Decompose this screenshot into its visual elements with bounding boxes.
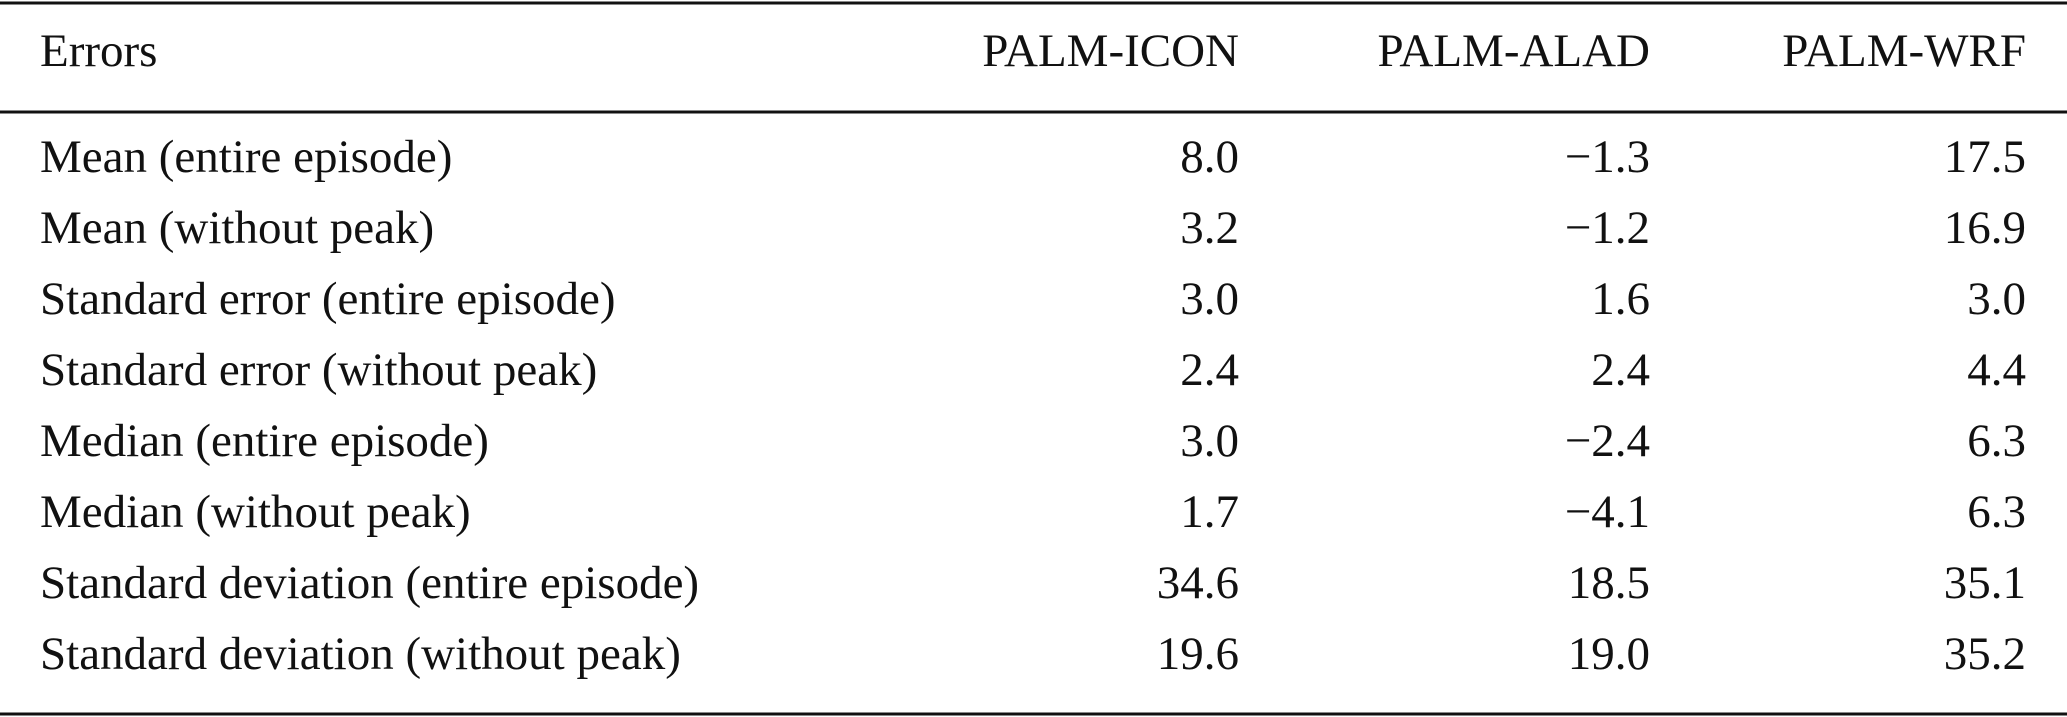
cell: 2.4 <box>1591 344 1650 396</box>
header-cell: PALM-ICON <box>982 25 1239 77</box>
row-label: Median (without peak) <box>40 486 471 538</box>
cell: 35.2 <box>1944 628 2026 680</box>
cell: −4.1 <box>1565 486 1650 538</box>
cell: 4.4 <box>1967 344 2026 396</box>
cell: 19.6 <box>1157 628 1239 680</box>
cell: 17.5 <box>1944 131 2026 183</box>
header-cell: PALM-WRF <box>1782 25 2026 77</box>
cell: 34.6 <box>1157 557 1239 609</box>
cell: −1.2 <box>1565 202 1650 254</box>
cell: 35.1 <box>1944 557 2026 609</box>
cell: 8.0 <box>1180 131 1239 183</box>
cell: 3.0 <box>1180 415 1239 467</box>
cell: 19.0 <box>1568 628 1650 680</box>
cell: 3.2 <box>1180 202 1239 254</box>
cell: 6.3 <box>1967 486 2026 538</box>
cell: 1.7 <box>1180 486 1239 538</box>
row-label: Standard error (without peak) <box>40 344 597 396</box>
row-label: Standard error (entire episode) <box>40 273 616 325</box>
cell: 6.3 <box>1967 415 2026 467</box>
cell: 1.6 <box>1591 273 1650 325</box>
row-label: Standard deviation (entire episode) <box>40 557 699 609</box>
header-cell: Errors <box>40 25 157 77</box>
row-label: Mean (entire episode) <box>40 131 452 183</box>
cell: −2.4 <box>1565 415 1650 467</box>
row-label: Standard deviation (without peak) <box>40 628 681 680</box>
cell: 3.0 <box>1967 273 2026 325</box>
cell: −1.3 <box>1565 131 1650 183</box>
row-label: Mean (without peak) <box>40 202 434 254</box>
row-label: Median (entire episode) <box>40 415 489 467</box>
header-cell: PALM-ALAD <box>1378 25 1650 77</box>
cell: 18.5 <box>1568 557 1650 609</box>
cell: 2.4 <box>1180 344 1239 396</box>
cell: 16.9 <box>1944 202 2026 254</box>
cell: 3.0 <box>1180 273 1239 325</box>
